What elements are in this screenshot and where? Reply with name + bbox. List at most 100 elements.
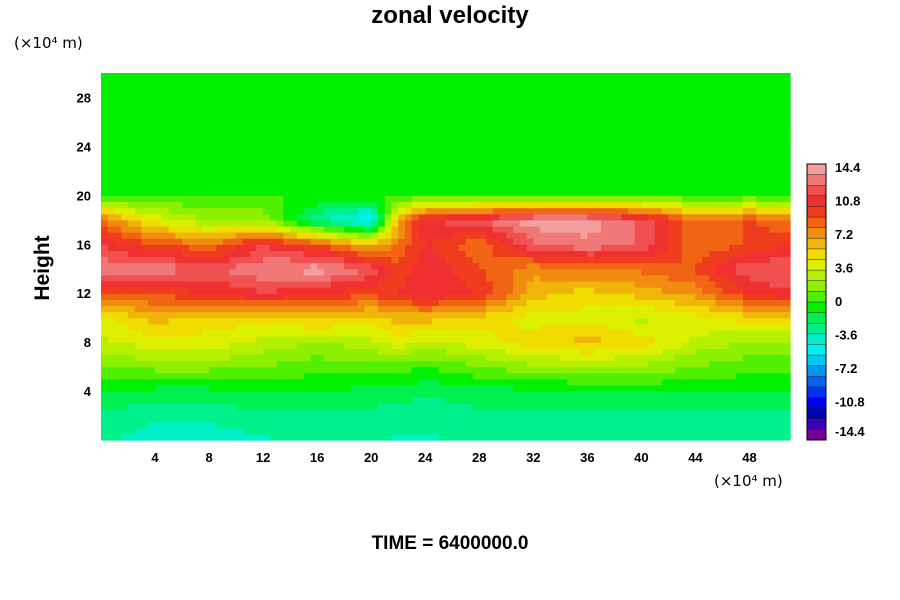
field-cell [195,409,203,417]
field-cell [762,195,771,203]
field-cell [296,317,305,325]
field-cell [681,397,690,404]
field-cell [600,415,609,423]
field-cell [553,225,561,233]
field-cell [621,299,629,307]
field-cell [756,146,764,154]
field-cell [533,164,541,172]
field-cell [560,201,568,209]
field-cell [567,311,575,319]
field-cell [155,195,163,203]
field-cell [202,213,210,221]
field-cell [681,415,690,423]
field-cell [526,317,534,325]
field-cell [648,213,656,221]
field-cell [573,397,582,404]
field-cell [431,268,440,276]
field-cell [600,274,609,282]
field-cell [411,170,420,178]
field-cell [310,354,318,362]
field-cell [526,201,534,209]
field-cell [459,433,467,441]
field-cell [465,201,474,209]
field-cell [729,262,737,270]
field-cell [418,317,426,325]
field-cell [648,207,656,215]
field-cell [155,409,163,417]
field-cell [107,378,116,386]
field-cell [398,183,406,190]
field-cell [263,244,271,251]
field-cell [438,415,447,423]
field-cell [384,268,393,276]
field-cell [472,311,480,319]
field-cell [681,287,690,294]
field-cell [323,140,332,147]
field-cell [249,354,257,362]
field-cell [506,232,514,239]
field-cell [580,152,588,160]
field-cell [688,415,697,423]
field-cell [479,293,487,300]
field-cell [540,256,548,264]
field-cell [506,213,514,221]
field-cell [344,421,352,429]
field-cell [519,256,528,264]
field-cell [634,189,642,196]
field-cell [317,189,325,196]
field-cell [276,183,284,190]
field-cell [749,299,757,307]
field-cell [391,311,399,319]
field-cell [269,354,278,362]
field-cell [627,384,636,392]
field-cell [560,250,568,258]
field-cell [155,250,163,258]
field-cell [479,427,487,435]
field-cell [742,305,751,313]
field-cell [492,250,501,258]
field-cell [148,280,156,288]
field-cell [384,329,393,337]
field-cell [242,207,251,215]
field-cell [249,397,257,404]
field-cell [742,232,751,239]
field-cell [567,391,575,398]
field-cell [398,305,406,313]
field-cell [148,415,156,423]
field-cell [519,366,528,374]
field-cell [141,336,149,343]
field-cell [506,152,514,160]
field-cell [729,299,737,307]
field-cell [519,140,528,147]
field-cell [168,232,176,239]
field-cell [702,378,710,386]
field-cell [762,299,771,307]
field-cell [506,256,514,264]
field-cell [128,342,136,349]
field-cell [594,274,602,282]
field-cell [330,140,339,147]
field-cell [540,232,548,239]
field-cell [418,421,426,429]
field-cell [614,256,622,264]
field-cell [438,219,447,227]
field-cell [702,397,710,404]
field-cell [729,164,737,172]
field-cell [425,207,433,215]
field-cell [661,213,670,221]
field-cell [607,342,615,349]
field-cell [688,280,697,288]
field-cell [553,305,561,313]
field-cell [452,238,460,245]
field-cell [411,384,420,392]
field-cell [404,421,413,429]
field-cell [553,366,561,374]
field-cell [350,415,359,423]
field-cell [776,348,784,355]
field-cell [269,329,278,337]
field-cell [627,336,636,343]
field-cell [337,397,345,404]
field-cell [276,384,284,392]
field-cell [155,397,163,404]
field-cell [729,280,737,288]
